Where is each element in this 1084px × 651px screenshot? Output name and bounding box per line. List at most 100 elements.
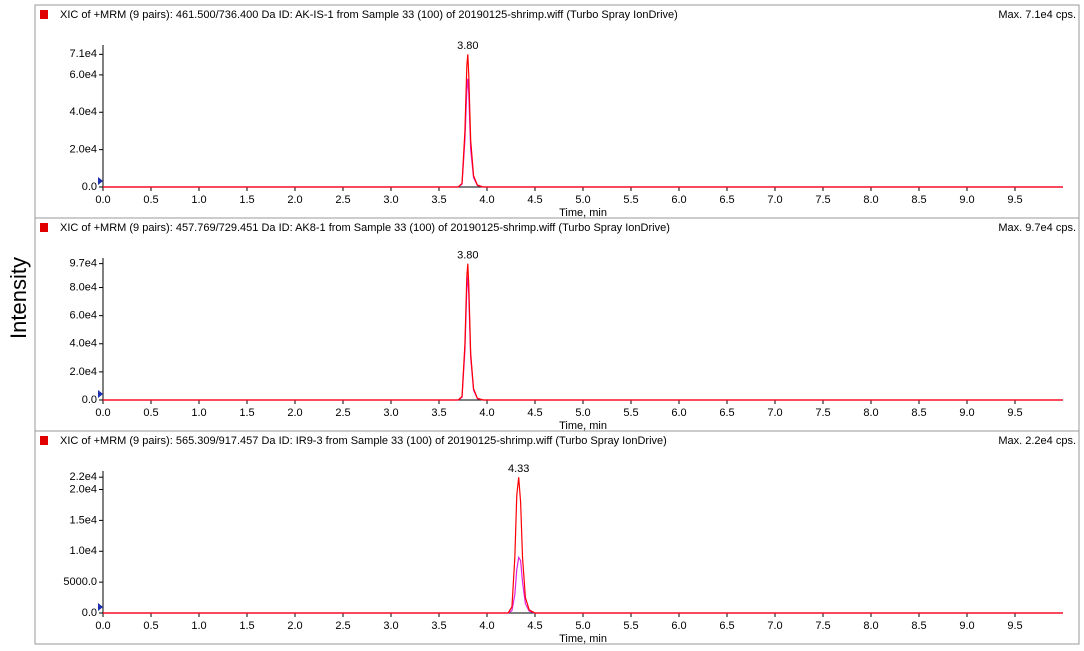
peak-label: 4.33 [508, 463, 529, 475]
x-tick-label: 7.5 [815, 407, 830, 419]
peak-label: 3.80 [457, 250, 478, 262]
trace-line [103, 276, 1063, 401]
x-tick-label: 2.5 [335, 620, 350, 632]
x-tick-label: 9.5 [1007, 620, 1022, 632]
x-tick-label: 6.5 [719, 194, 734, 206]
panel-title: XIC of +MRM (9 pairs): 461.500/736.400 D… [60, 9, 678, 21]
y-tick-label: 2.0e4 [69, 483, 97, 495]
peak-label: 3.80 [457, 40, 478, 52]
x-tick-label: 9.5 [1007, 407, 1022, 419]
y-tick-label: 2.0e4 [69, 144, 97, 156]
x-tick-label: 8.5 [911, 407, 926, 419]
panel-frame [34, 4, 1080, 219]
x-tick-label: 3.5 [431, 194, 446, 206]
panel-title: XIC of +MRM (9 pairs): 457.769/729.451 D… [60, 222, 670, 234]
start-marker [98, 390, 103, 398]
x-tick-label: 2.5 [335, 194, 350, 206]
x-axis-label: Time, min [559, 420, 607, 432]
x-tick-label: 9.0 [959, 194, 974, 206]
x-axis-label: Time, min [559, 207, 607, 219]
x-tick-label: 8.0 [863, 407, 878, 419]
x-tick-label: 4.0 [479, 620, 494, 632]
y-tick-label: 4.0e4 [69, 106, 97, 118]
x-tick-label: 2.5 [335, 407, 350, 419]
y-tick-label: 1.0e4 [69, 545, 97, 557]
x-tick-label: 8.5 [911, 620, 926, 632]
max-label: Max. 7.1e4 cps. [998, 9, 1076, 21]
x-tick-label: 6.5 [719, 407, 734, 419]
x-tick-label: 1.5 [239, 194, 254, 206]
x-tick-label: 4.0 [479, 194, 494, 206]
y-tick-label: 6.0e4 [69, 69, 97, 81]
y-tick-label: 0.0 [82, 181, 97, 193]
x-tick-label: 8.0 [863, 194, 878, 206]
panel-title: XIC of +MRM (9 pairs): 565.309/917.457 D… [60, 435, 667, 447]
x-tick-label: 7.5 [815, 194, 830, 206]
x-tick-label: 4.0 [479, 407, 494, 419]
panel-frame [34, 217, 1080, 432]
x-tick-label: 9.0 [959, 620, 974, 632]
x-tick-label: 2.0 [287, 407, 302, 419]
y-tick-label: 6.0e4 [69, 310, 97, 322]
x-tick-label: 2.0 [287, 620, 302, 632]
x-tick-label: 7.0 [767, 194, 782, 206]
panel-frame [34, 430, 1080, 645]
y-tick-label: 5000.0 [63, 576, 97, 588]
trace-line [103, 78, 1063, 188]
x-tick-label: 9.0 [959, 407, 974, 419]
panel-icon [40, 10, 48, 19]
y-tick-label: 8.0e4 [69, 281, 97, 293]
x-tick-label: 6.0 [671, 620, 686, 632]
panel-icon [40, 436, 48, 445]
x-tick-label: 5.0 [575, 194, 590, 206]
x-tick-label: 9.5 [1007, 194, 1022, 206]
panel-icon [40, 223, 48, 232]
x-tick-label: 4.5 [527, 407, 542, 419]
trace-line [103, 54, 1063, 188]
start-marker [98, 603, 103, 611]
y-tick-label: 9.7e4 [69, 258, 97, 270]
y-axis-label: Intensity [6, 257, 31, 339]
y-tick-label: 7.1e4 [69, 48, 97, 60]
trace-line [103, 477, 1063, 614]
y-tick-label: 0.0 [82, 394, 97, 406]
x-tick-label: 7.0 [767, 407, 782, 419]
x-tick-label: 1.0 [191, 620, 206, 632]
x-tick-label: 1.0 [191, 407, 206, 419]
y-tick-label: 4.0e4 [69, 338, 97, 350]
x-tick-label: 5.5 [623, 620, 638, 632]
trace-line [103, 555, 1063, 614]
x-tick-label: 3.5 [431, 407, 446, 419]
x-tick-label: 8.0 [863, 620, 878, 632]
x-tick-label: 0.5 [143, 194, 158, 206]
start-marker [98, 177, 103, 185]
y-tick-label: 2.2e4 [69, 471, 97, 483]
x-tick-label: 4.5 [527, 620, 542, 632]
x-tick-label: 8.5 [911, 194, 926, 206]
x-axis-label: Time, min [559, 633, 607, 645]
x-tick-label: 6.5 [719, 620, 734, 632]
x-tick-label: 1.0 [191, 194, 206, 206]
x-tick-label: 1.5 [239, 407, 254, 419]
x-tick-label: 6.0 [671, 194, 686, 206]
x-tick-label: 3.0 [383, 620, 398, 632]
x-tick-label: 2.0 [287, 194, 302, 206]
x-tick-label: 0.0 [95, 194, 110, 206]
x-tick-label: 5.0 [575, 620, 590, 632]
x-tick-label: 7.0 [767, 620, 782, 632]
x-tick-label: 0.0 [95, 620, 110, 632]
trace-line [103, 263, 1063, 401]
y-tick-label: 0.0 [82, 607, 97, 619]
x-tick-label: 0.0 [95, 407, 110, 419]
x-tick-label: 0.5 [143, 407, 158, 419]
x-tick-label: 5.5 [623, 407, 638, 419]
x-tick-label: 3.0 [383, 194, 398, 206]
x-tick-label: 0.5 [143, 620, 158, 632]
x-tick-label: 6.0 [671, 407, 686, 419]
y-tick-label: 1.5e4 [69, 514, 97, 526]
x-tick-label: 3.5 [431, 620, 446, 632]
y-tick-label: 2.0e4 [69, 366, 97, 378]
x-tick-label: 7.5 [815, 620, 830, 632]
